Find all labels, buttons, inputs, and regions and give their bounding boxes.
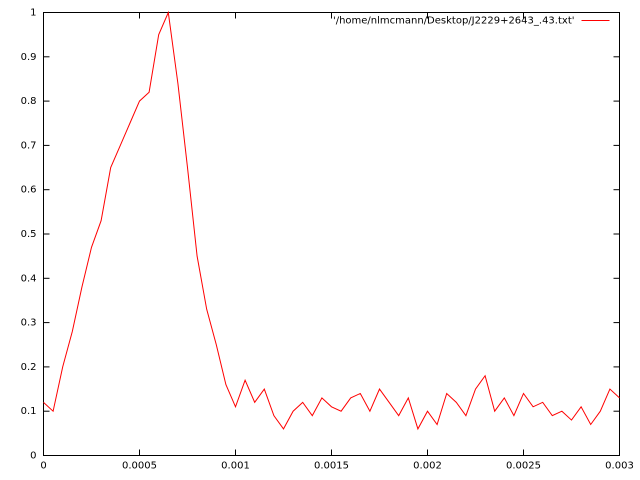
y-tick-label: 0.7: [21, 140, 37, 151]
x-tick-label: 0.001: [221, 461, 250, 472]
legend-label: '/home/nlmcmann/Desktop/J2229+2643_.43.t…: [333, 16, 575, 27]
y-tick-label: 0.6: [21, 185, 37, 196]
y-tick-label: 0: [30, 451, 36, 462]
y-tick-label: 0.1: [21, 406, 37, 417]
x-tick-label: 0: [40, 461, 46, 472]
y-tick-label: 0.4: [21, 273, 37, 284]
x-tick-label: 0.003: [605, 461, 634, 472]
x-tick-label: 0.002: [413, 461, 442, 472]
y-tick-label: 0.5: [21, 229, 37, 240]
y-tick-label: 0.9: [21, 52, 37, 63]
y-tick-label: 0.2: [21, 362, 37, 373]
x-tick-label: 0.0015: [314, 461, 349, 472]
y-tick-label: 0.8: [21, 96, 37, 107]
y-tick-label: 0.3: [21, 318, 37, 329]
data-line: [43, 10, 620, 431]
x-tick-label: 0.0025: [506, 461, 541, 472]
y-tick-label: 1: [30, 8, 36, 19]
x-tick-label: 0.0005: [122, 461, 157, 472]
